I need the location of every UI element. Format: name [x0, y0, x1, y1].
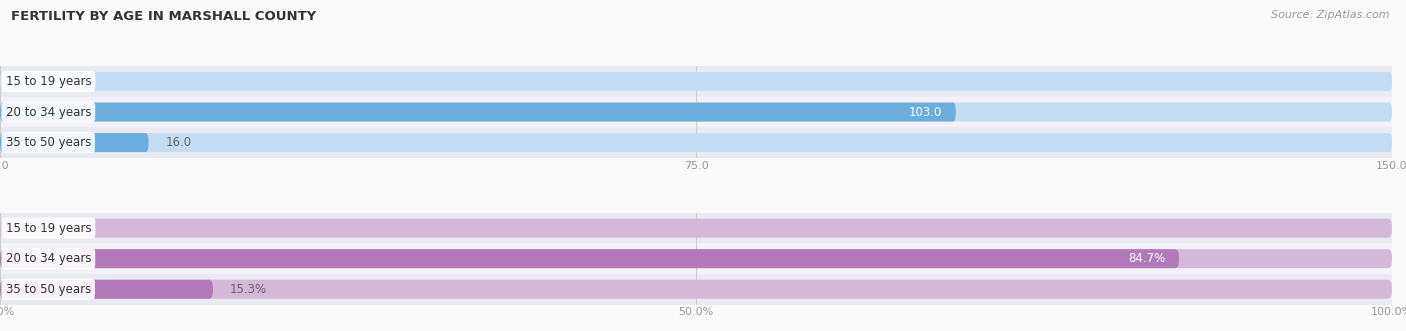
- FancyBboxPatch shape: [0, 133, 149, 152]
- Text: 0.0: 0.0: [17, 75, 35, 88]
- Bar: [0, 243, 1392, 274]
- FancyBboxPatch shape: [0, 280, 212, 299]
- FancyBboxPatch shape: [0, 103, 956, 121]
- Bar: [0, 274, 1392, 305]
- Text: 15 to 19 years: 15 to 19 years: [6, 222, 91, 235]
- Text: 15 to 19 years: 15 to 19 years: [6, 75, 91, 88]
- Text: Source: ZipAtlas.com: Source: ZipAtlas.com: [1271, 10, 1389, 20]
- Text: 0.0%: 0.0%: [17, 222, 46, 235]
- Text: 35 to 50 years: 35 to 50 years: [6, 136, 91, 149]
- Text: 35 to 50 years: 35 to 50 years: [6, 283, 91, 296]
- Bar: [0, 97, 1392, 127]
- FancyBboxPatch shape: [0, 103, 1392, 121]
- Text: 15.3%: 15.3%: [229, 283, 267, 296]
- Text: 20 to 34 years: 20 to 34 years: [6, 106, 91, 118]
- FancyBboxPatch shape: [0, 133, 1392, 152]
- Text: 16.0: 16.0: [165, 136, 191, 149]
- FancyBboxPatch shape: [0, 249, 1180, 268]
- Bar: [0, 213, 1392, 243]
- Bar: [0, 127, 1392, 158]
- Bar: [0, 66, 1392, 97]
- Text: FERTILITY BY AGE IN MARSHALL COUNTY: FERTILITY BY AGE IN MARSHALL COUNTY: [11, 10, 316, 23]
- FancyBboxPatch shape: [0, 72, 1392, 91]
- FancyBboxPatch shape: [0, 280, 1392, 299]
- Text: 20 to 34 years: 20 to 34 years: [6, 252, 91, 265]
- Text: 103.0: 103.0: [908, 106, 942, 118]
- FancyBboxPatch shape: [0, 219, 1392, 238]
- FancyBboxPatch shape: [0, 249, 1392, 268]
- Text: 84.7%: 84.7%: [1128, 252, 1166, 265]
